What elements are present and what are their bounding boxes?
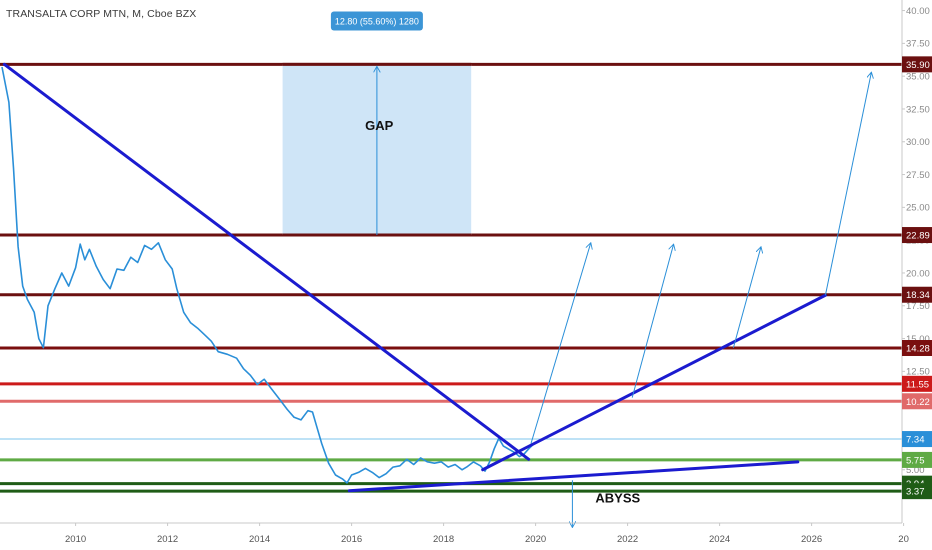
price-tag-box-7 [902,451,932,468]
price-tag-box-4 [902,375,932,392]
price-tag-box-0 [902,56,932,73]
chart-title: TRANSALTA CORP MTN, M, Cboe BZX [6,8,197,20]
x-tick-label-6: 2022 [617,534,638,545]
projection-arrow-3 [824,72,871,296]
x-tick-label-5: 2020 [525,534,546,545]
measure-label-text: 12.80 (55.60%) 1280 [335,16,419,26]
price-tag-box-1 [902,227,932,244]
trendline-2 [481,293,827,472]
x-tick-label-0: 2010 [65,534,86,545]
projection-arrow-1 [631,244,673,398]
projection-arrow-0 [530,243,591,444]
x-tick-label-7: 2024 [709,534,730,545]
y-tick-label-6: 25.00 [906,203,930,214]
y-tick-label-4: 30.00 [906,137,930,148]
price-tag-label-7: 5.75 [906,455,925,466]
price-tag-label-0: 35.90 [906,60,930,71]
price-series-line-0 [1,66,537,484]
x-tick-label-9: 20 [898,534,909,545]
price-tag-box-3 [902,340,932,357]
price-tag-label-9: 3.37 [906,487,925,498]
y-tick-label-2: 35.00 [906,71,930,82]
x-tick-label-3: 2016 [341,534,362,545]
price-tag-label-5: 10.22 [906,397,930,408]
x-tick-label-8: 2026 [801,534,822,545]
y-tick-label-10: 15.00 [906,334,930,345]
price-tag-box-6 [902,431,932,448]
price-tag-box-5 [902,393,932,410]
gap-label: GAP [365,118,394,133]
measure-label-box [330,11,423,31]
trendline-0 [2,62,531,461]
price-tag-label-4: 11.55 [906,379,929,390]
y-tick-label-8: 20.00 [906,268,930,279]
x-tick-label-1: 2012 [157,534,178,545]
projection-arrow-2 [732,247,761,348]
price-tag-box-9 [902,483,932,500]
y-tick-label-1: 37.50 [906,39,930,50]
x-tick-label-2: 2014 [249,534,270,545]
y-tick-label-3: 32.50 [906,104,930,115]
y-tick-label-11: 12.50 [906,367,930,378]
price-tag-box-2 [902,286,932,303]
abyss-label: ABYSS [595,491,640,506]
y-tick-label-5: 27.50 [906,170,930,181]
x-tick-label-4: 2018 [433,534,454,545]
price-tag-label-3: 14.28 [906,344,930,355]
price-tag-label-2: 18.34 [906,290,930,301]
price-tag-label-6: 7.34 [906,435,925,446]
y-tick-label-9: 17.50 [906,301,930,312]
y-tick-label-0: 40.00 [906,6,930,17]
price-tag-label-1: 22.89 [906,231,930,242]
trendline-1 [347,460,800,493]
y-tick-label-14: 5.00 [906,465,925,476]
